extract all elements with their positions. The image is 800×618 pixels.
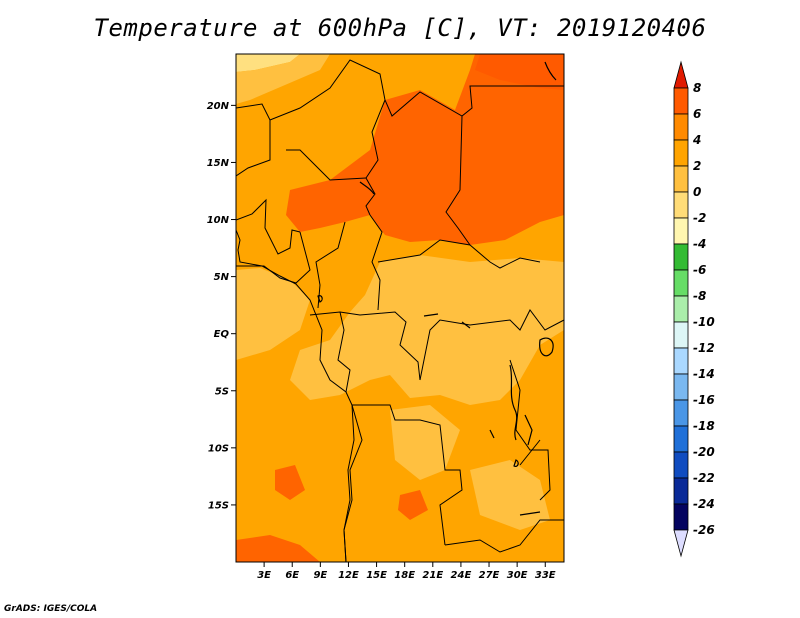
field-hot-southwest-2 [236, 535, 320, 562]
lon-tick-label: 12E [338, 570, 359, 581]
lat-tick-label: 15S [208, 500, 229, 511]
colorbar-box [673, 295, 689, 323]
coastline [235, 229, 355, 563]
colorbar-label: -6 [693, 263, 706, 277]
lon-tick-label: 18E [394, 570, 415, 581]
colorbar-box [673, 503, 689, 531]
colorbar-label: 8 [693, 81, 701, 95]
colorbar-box [673, 451, 689, 479]
lon-tick-label: 24E [451, 570, 472, 581]
field-mild-gulf [236, 268, 310, 360]
field-hot-southwest-1 [275, 465, 305, 500]
colorbar-label: -2 [693, 211, 706, 225]
lat-tick-label: 5N [214, 272, 230, 283]
field-hot-central-south [398, 490, 428, 520]
colorbar-label: -10 [693, 315, 715, 329]
colorbar: 8 6 4 2 0 -2 -4 -6 -8 -10 -12 -14 -16 -18 -20 -22 -24 -26 [673, 60, 715, 558]
colorbar-label: 0 [693, 185, 701, 199]
colorbar-box [673, 399, 689, 427]
colorbar-box [673, 87, 689, 115]
colorbar-box [673, 139, 689, 167]
field-hot-northeast [475, 54, 564, 90]
lon-tick-label: 3E [257, 570, 271, 581]
lat-tick-label: EQ [214, 329, 230, 340]
lon-tick-label: 30E [507, 570, 528, 581]
colorbar-box [673, 217, 689, 245]
field-mild-congo [290, 255, 564, 405]
latitude-ticks: 20N 15N 10N 5N EQ 5S 10S 15S [207, 101, 236, 511]
colorbar-label: 6 [693, 107, 701, 121]
country-borders [236, 59, 564, 562]
temperature-field [236, 54, 564, 562]
lon-tick-label: 21E [422, 570, 443, 581]
colorbar-box [673, 269, 689, 297]
colorbar-label: -24 [693, 497, 715, 511]
colorbar-box [673, 191, 689, 219]
map-title: Temperature at 600hPa [C], VT: 201912040… [93, 14, 707, 42]
credit-text: GrADS: IGES/COLA [4, 604, 98, 614]
colorbar-box [673, 373, 689, 401]
colorbar-box [673, 347, 689, 375]
lat-tick-label: 15N [207, 158, 230, 169]
colorbar-label: 4 [692, 133, 701, 147]
lakes [317, 61, 557, 516]
colorbar-box [673, 321, 689, 349]
lat-tick-label: 20N [207, 101, 230, 112]
colorbar-box [673, 425, 689, 453]
colorbar-label: -20 [693, 445, 715, 459]
lat-tick-label: 10N [207, 215, 230, 226]
field-mild-south [390, 405, 460, 480]
lon-tick-label: 15E [366, 570, 387, 581]
lat-tick-label: 5S [215, 386, 229, 397]
colorbar-label: -14 [693, 367, 715, 381]
longitude-ticks: 3E 6E 9E 12E 15E 18E 21E 24E 27E 30E 33E [257, 562, 556, 581]
field-mild-southeast [470, 460, 550, 530]
field-hot-sahel [286, 54, 564, 245]
lon-tick-label: 33E [535, 570, 556, 581]
colorbar-box [673, 243, 689, 271]
lat-tick-label: 10S [208, 443, 229, 454]
map-frame [235, 53, 565, 563]
colorbar-label: -4 [693, 237, 706, 251]
colorbar-label: -18 [693, 419, 715, 433]
colorbar-box [673, 113, 689, 141]
lon-tick-label: 9E [313, 570, 327, 581]
colorbar-box [673, 477, 689, 505]
field-cool-northwest [236, 54, 300, 72]
colorbar-label: -12 [693, 341, 715, 355]
colorbar-label: -8 [693, 289, 706, 303]
colorbar-label: -26 [693, 523, 715, 537]
colorbar-bottom-triangle [673, 529, 689, 558]
colorbar-label: 2 [693, 159, 701, 173]
lon-tick-label: 27E [479, 570, 500, 581]
field-mild-northwest [236, 54, 330, 104]
colorbar-box [673, 165, 689, 193]
lon-tick-label: 6E [285, 570, 299, 581]
colorbar-label: -16 [693, 393, 715, 407]
colorbar-top-triangle [673, 60, 689, 89]
colorbar-label: -22 [693, 471, 715, 485]
